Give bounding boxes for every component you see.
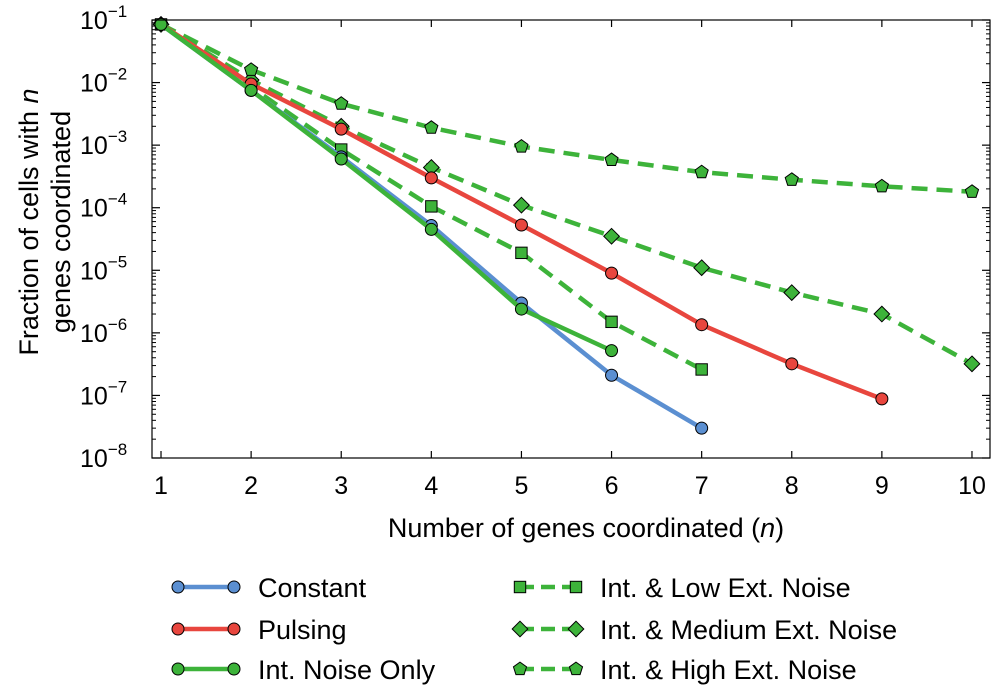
x-tick-label: 10	[958, 472, 986, 500]
axis-ticks: 1 2 3 4 5 6 7 8 9 10 10−8 10−7 10−6 10−5 10−4 10−3 10−2 1…	[80, 2, 990, 500]
legend-marker	[171, 580, 185, 594]
series-line	[159, 22, 974, 366]
data-point	[424, 120, 439, 134]
data-point	[605, 344, 619, 358]
data-point	[334, 96, 349, 110]
y-axis-label-variable: n	[14, 88, 44, 103]
y-tick-label: 10−2	[80, 65, 127, 98]
series-int-high-ext-noise	[153, 16, 980, 198]
y-tick-label: 10−3	[80, 127, 127, 160]
data-point	[514, 139, 529, 153]
legend-marker	[568, 661, 584, 676]
legend-label: Int. & Medium Ext. Noise	[600, 615, 897, 645]
data-point	[514, 302, 528, 316]
series-line	[159, 22, 973, 194]
y-tick-label: 10−8	[80, 440, 127, 473]
data-point	[694, 164, 709, 179]
plot-frame	[151, 19, 991, 459]
data-point	[512, 196, 530, 214]
data-point	[873, 305, 891, 323]
legend-item: Int. & Medium Ext. Noise	[511, 615, 897, 645]
y-axis-label-line1: Fraction of cells with	[14, 103, 44, 355]
data-point	[695, 318, 709, 332]
x-tick-label: 6	[605, 472, 619, 500]
x-axis-label-close: )	[775, 513, 784, 543]
x-tick-label: 3	[334, 472, 348, 500]
series-line	[159, 22, 613, 353]
plot-area	[152, 15, 981, 435]
y-tick-label: 10−6	[80, 315, 127, 348]
data-point	[695, 363, 708, 376]
legend-marker	[567, 620, 585, 638]
legend-marker	[513, 580, 527, 594]
legend-marker	[569, 580, 583, 594]
legend-marker	[227, 662, 241, 676]
data-point	[243, 62, 259, 76]
data-point	[244, 83, 258, 97]
x-tick-label: 2	[244, 472, 258, 500]
data-point	[334, 152, 348, 166]
data-point	[154, 17, 168, 31]
y-axis-label: Fraction of cells with n	[14, 88, 44, 355]
data-point	[695, 421, 709, 435]
legend-marker	[227, 622, 241, 636]
y-tick-label: 10−1	[80, 2, 127, 35]
legend-label: Pulsing	[258, 615, 347, 645]
data-point	[785, 357, 799, 371]
legend-marker	[511, 620, 529, 638]
x-tick-label: 8	[785, 472, 799, 500]
x-tick-label: 1	[154, 472, 168, 500]
legend-marker	[227, 580, 241, 594]
data-point	[783, 284, 801, 302]
data-point	[875, 392, 889, 406]
x-axis-label-variable: n	[760, 513, 775, 543]
legend-marker	[171, 622, 185, 636]
data-point	[964, 184, 980, 198]
legend-item: Constant	[171, 573, 367, 603]
legend-label: Int. & Low Ext. Noise	[600, 573, 851, 603]
y-tick-label: 10−5	[80, 252, 127, 285]
data-point	[603, 227, 621, 245]
data-point	[605, 368, 619, 382]
data-point	[424, 171, 438, 185]
data-point	[693, 259, 711, 277]
x-tick-label: 9	[875, 472, 889, 500]
legend-item: Int. & Low Ext. Noise	[513, 573, 851, 603]
data-point	[605, 266, 619, 280]
legend-label: Constant	[258, 573, 367, 603]
x-tick-label: 4	[424, 472, 438, 500]
series-int-medium-ext-noise	[152, 15, 981, 373]
series-int-noise-only	[154, 17, 619, 358]
data-point	[605, 315, 618, 329]
legend-marker	[171, 662, 185, 676]
data-point	[604, 152, 619, 167]
data-point	[424, 222, 438, 236]
legend-item: Int. & High Ext. Noise	[512, 655, 857, 685]
x-tick-label: 5	[514, 472, 528, 500]
y-tick-label: 10−7	[80, 377, 127, 410]
data-point	[515, 246, 528, 260]
y-axis-label-line2: genes coordinated	[46, 111, 76, 333]
data-point	[874, 178, 890, 193]
legend: Constant Pulsing Int. Noise Only Int. & Low…	[171, 573, 897, 685]
legend-label: Int. & High Ext. Noise	[600, 655, 857, 685]
data-point	[514, 218, 528, 232]
legend-marker	[512, 661, 528, 676]
legend-item: Pulsing	[171, 615, 347, 645]
data-point	[334, 122, 348, 136]
x-axis-label-text: Number of genes coordinated (	[388, 513, 760, 543]
data-point	[784, 172, 799, 186]
data-point	[963, 355, 981, 373]
y-tick-label: 10−4	[80, 190, 127, 223]
data-point	[425, 200, 438, 213]
legend-item: Int. Noise Only	[171, 655, 436, 685]
x-axis-label: Number of genes coordinated (n)	[388, 513, 784, 543]
x-tick-label: 7	[695, 472, 709, 500]
legend-label: Int. Noise Only	[258, 655, 436, 685]
